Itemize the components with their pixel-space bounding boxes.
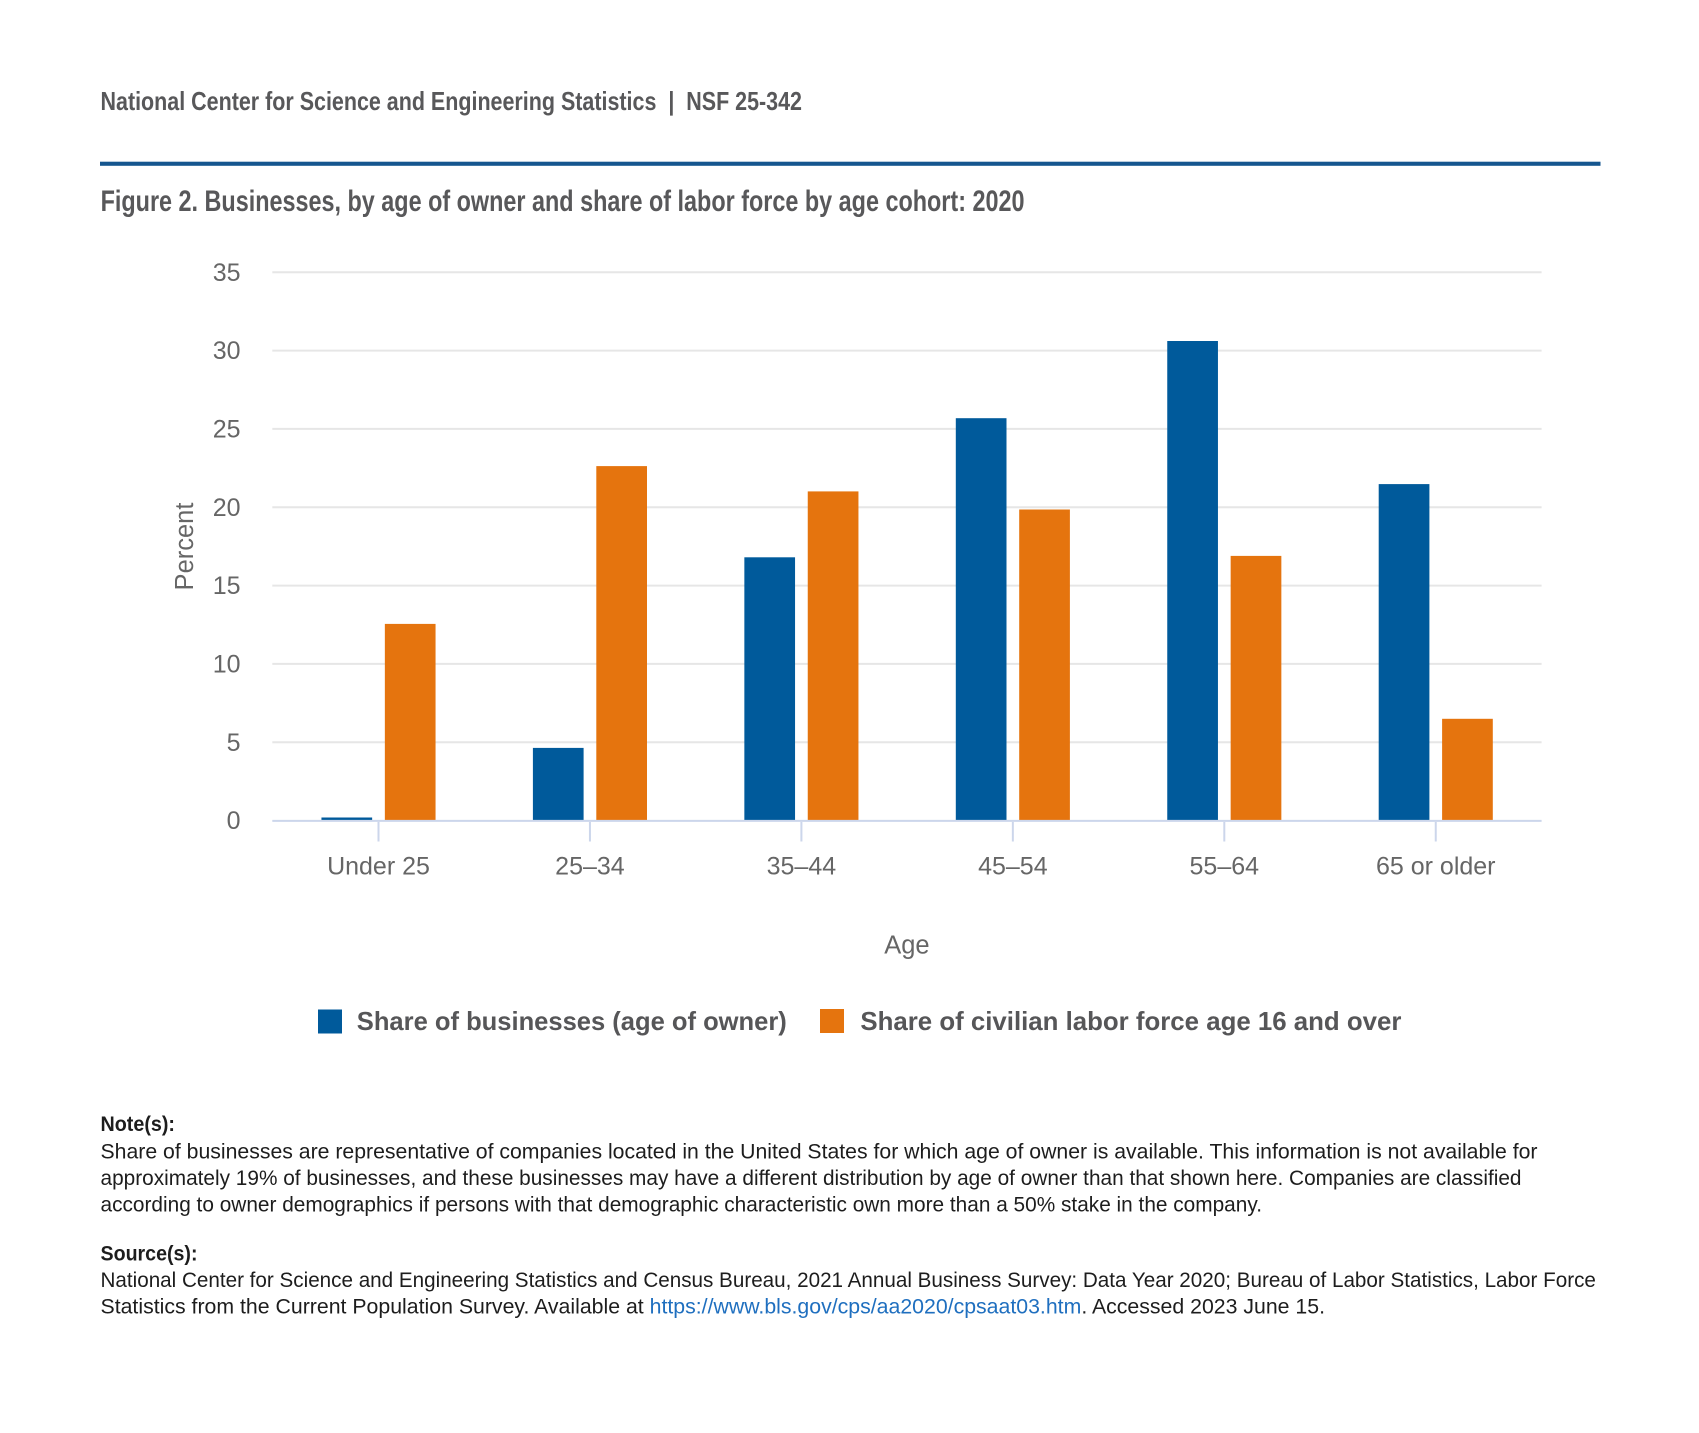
svg-text:Share of civilian labor force: Share of civilian labor force age 16 and…	[860, 1006, 1401, 1036]
svg-text:20: 20	[213, 494, 241, 522]
svg-text:5: 5	[227, 729, 241, 757]
svg-text:15: 15	[213, 572, 241, 600]
svg-text:25: 25	[213, 416, 241, 444]
svg-text:Figure 2. Businesses, by age o: Figure 2. Businesses, by age of owner an…	[101, 185, 1025, 218]
svg-text:55–64: 55–64	[1190, 853, 1260, 881]
svg-text:approximately 19% of businesse: approximately 19% of businesses, and the…	[101, 1166, 1522, 1190]
svg-text:30: 30	[213, 337, 241, 365]
svg-text:National Center for Science an: National Center for Science and Engineer…	[101, 1268, 1596, 1292]
svg-text:Under 25: Under 25	[327, 853, 430, 881]
svg-text:10: 10	[213, 651, 241, 679]
svg-text:Share of businesses are repres: Share of businesses are representative o…	[101, 1139, 1538, 1163]
svg-text:45–54: 45–54	[978, 853, 1048, 881]
svg-text:Percent: Percent	[171, 503, 199, 591]
svg-text:0: 0	[227, 807, 241, 835]
svg-text:according to owner demographic: according to owner demographics if perso…	[101, 1192, 1263, 1216]
svg-text:Statistics from the Current Po: Statistics from the Current Population S…	[101, 1294, 1326, 1318]
svg-text:65 or older: 65 or older	[1376, 853, 1496, 881]
svg-text:35–44: 35–44	[767, 853, 837, 881]
svg-text:Note(s):: Note(s):	[101, 1112, 176, 1136]
svg-text:Source(s):: Source(s):	[101, 1241, 198, 1265]
svg-text:25–34: 25–34	[555, 853, 625, 881]
svg-text:Age: Age	[884, 932, 929, 960]
svg-text:National Center for Science an: National Center for Science and Engineer…	[101, 86, 803, 116]
svg-text:35: 35	[213, 259, 241, 287]
svg-text:Share of businesses (age of ow: Share of businesses (age of owner)	[357, 1006, 787, 1036]
